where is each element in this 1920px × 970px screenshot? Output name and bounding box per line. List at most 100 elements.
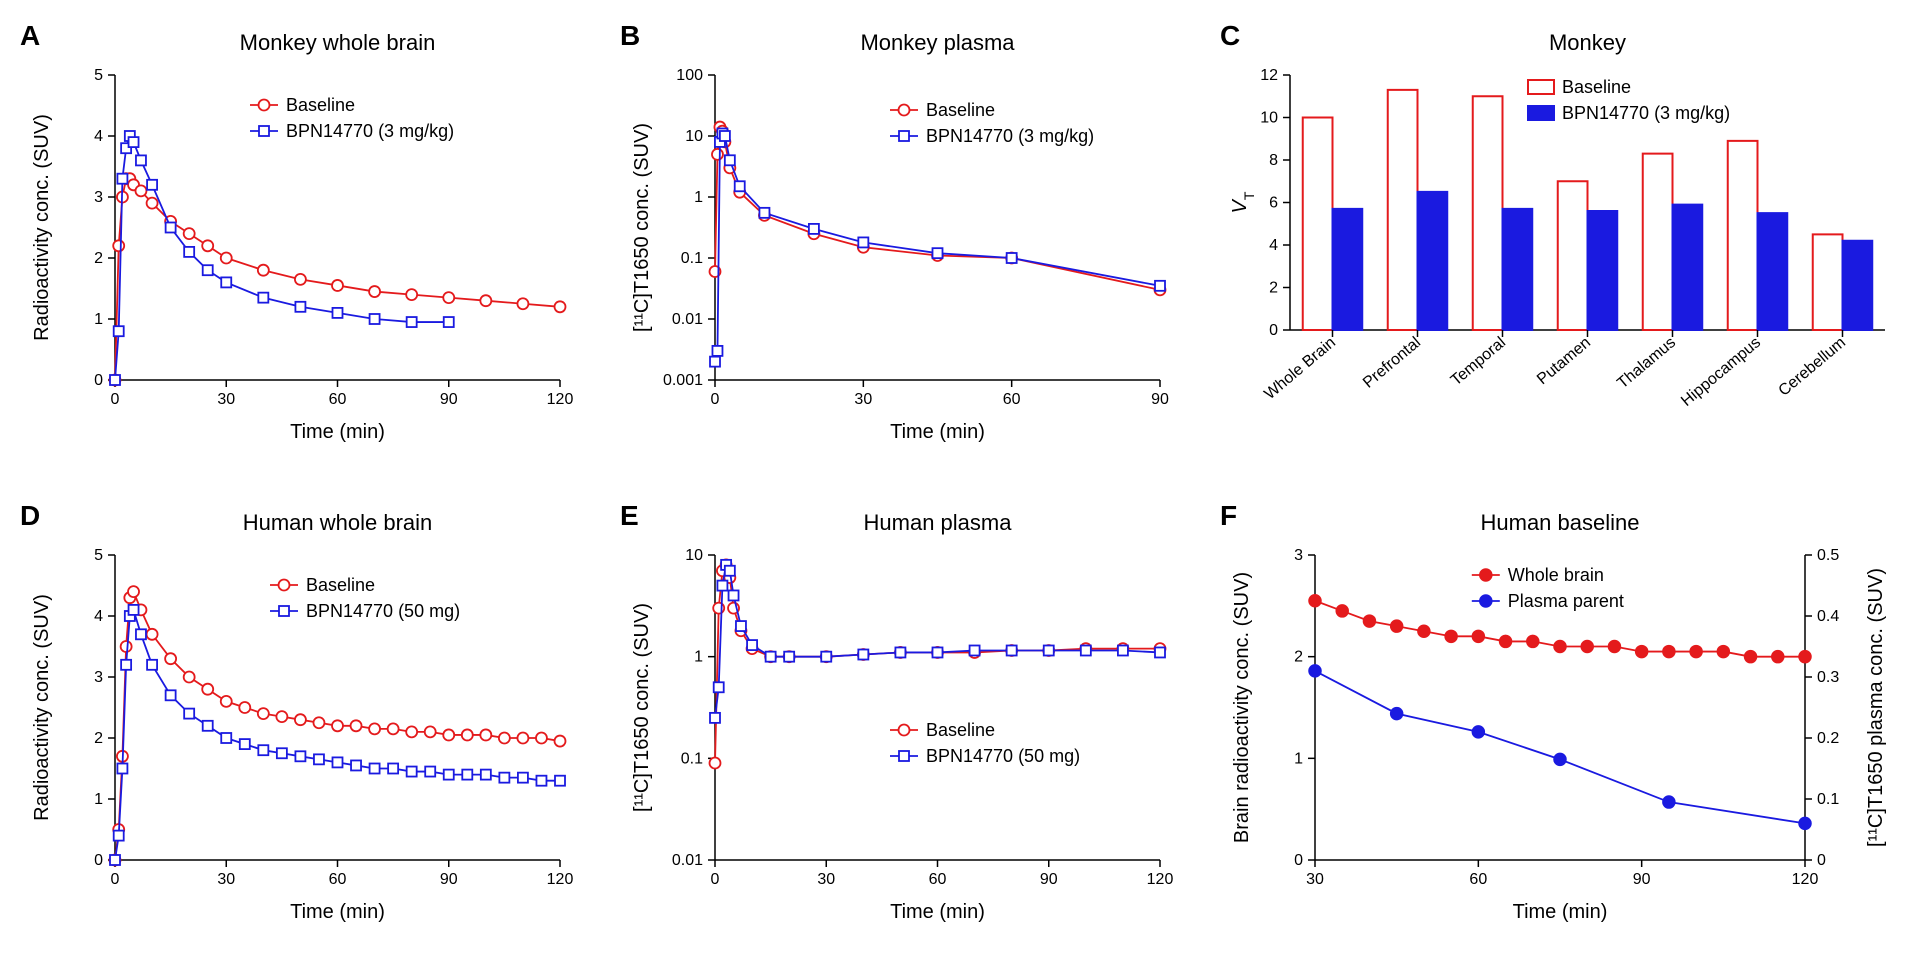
svg-text:2: 2 xyxy=(94,250,103,267)
svg-text:0.01: 0.01 xyxy=(672,311,703,328)
svg-text:0.2: 0.2 xyxy=(1817,730,1839,747)
svg-text:10: 10 xyxy=(1260,110,1278,127)
svg-text:Baseline: Baseline xyxy=(926,100,995,120)
svg-text:120: 120 xyxy=(547,871,574,888)
svg-text:Putamen: Putamen xyxy=(1534,334,1594,388)
svg-text:30: 30 xyxy=(1306,871,1324,888)
svg-text:BPN14770 (50 mg): BPN14770 (50 mg) xyxy=(306,601,460,621)
svg-text:120: 120 xyxy=(1147,871,1174,888)
svg-text:90: 90 xyxy=(1040,871,1058,888)
svg-text:BPN14770 (3 mg/kg): BPN14770 (3 mg/kg) xyxy=(286,121,454,141)
svg-text:Monkey plasma: Monkey plasma xyxy=(860,30,1015,55)
svg-text:0.1: 0.1 xyxy=(681,250,703,267)
svg-text:8: 8 xyxy=(1269,152,1278,169)
svg-text:1: 1 xyxy=(94,791,103,808)
svg-text:BPN14770 (3 mg/kg): BPN14770 (3 mg/kg) xyxy=(1562,103,1730,123)
panel-label-c: C xyxy=(1220,20,1240,52)
svg-text:0: 0 xyxy=(1817,852,1826,869)
svg-text:0: 0 xyxy=(94,852,103,869)
svg-text:Whole brain: Whole brain xyxy=(1508,565,1604,585)
svg-text:Whole Brain: Whole Brain xyxy=(1261,334,1339,403)
svg-text:Prefrontal: Prefrontal xyxy=(1360,334,1424,392)
svg-text:0: 0 xyxy=(111,391,120,408)
svg-text:1: 1 xyxy=(94,311,103,328)
svg-text:90: 90 xyxy=(1633,871,1651,888)
panel-f: F Human baseline306090120012300.10.20.30… xyxy=(1220,500,1900,950)
svg-text:5: 5 xyxy=(94,547,103,564)
svg-text:Baseline: Baseline xyxy=(926,720,995,740)
svg-text:3: 3 xyxy=(1294,547,1303,564)
svg-text:Time (min): Time (min) xyxy=(890,421,985,443)
svg-text:Baseline: Baseline xyxy=(286,95,355,115)
svg-text:Monkey: Monkey xyxy=(1549,30,1626,55)
svg-text:[¹¹C]T1650 conc. (SUV): [¹¹C]T1650 conc. (SUV) xyxy=(631,123,653,332)
svg-text:5: 5 xyxy=(94,67,103,84)
svg-text:0.001: 0.001 xyxy=(663,372,703,389)
svg-text:120: 120 xyxy=(1792,871,1819,888)
svg-text:10: 10 xyxy=(685,128,703,145)
svg-text:1: 1 xyxy=(694,189,703,206)
panel-e: E Human plasma03060901200.010.1110Time (… xyxy=(620,500,1180,950)
svg-text:0.5: 0.5 xyxy=(1817,547,1839,564)
svg-text:Human whole brain: Human whole brain xyxy=(243,510,433,535)
svg-text:4: 4 xyxy=(94,128,103,145)
svg-text:2: 2 xyxy=(1294,649,1303,666)
svg-text:30: 30 xyxy=(217,871,235,888)
svg-text:12: 12 xyxy=(1260,67,1278,84)
svg-text:0.4: 0.4 xyxy=(1817,608,1839,625)
svg-text:4: 4 xyxy=(1269,237,1278,254)
svg-text:60: 60 xyxy=(329,391,347,408)
svg-text:6: 6 xyxy=(1269,195,1278,212)
svg-text:Baseline: Baseline xyxy=(306,575,375,595)
svg-text:Time (min): Time (min) xyxy=(1513,901,1608,923)
svg-text:0: 0 xyxy=(111,871,120,888)
svg-text:10: 10 xyxy=(685,547,703,564)
svg-text:60: 60 xyxy=(1469,871,1487,888)
svg-text:0: 0 xyxy=(1294,852,1303,869)
svg-text:Radioactivity conc. (SUV): Radioactivity conc. (SUV) xyxy=(31,114,53,341)
svg-text:1: 1 xyxy=(1294,750,1303,767)
chart-grid: A Monkey whole brain0306090120012345Time… xyxy=(20,20,1900,950)
svg-text:Human baseline: Human baseline xyxy=(1481,510,1640,535)
svg-text:1: 1 xyxy=(694,649,703,666)
svg-text:60: 60 xyxy=(929,871,947,888)
svg-text:Baseline: Baseline xyxy=(1562,77,1631,97)
svg-text:Brain radioactivity conc. (SUV: Brain radioactivity conc. (SUV) xyxy=(1231,572,1253,843)
svg-text:Temporal: Temporal xyxy=(1448,334,1509,389)
svg-text:2: 2 xyxy=(1269,280,1278,297)
svg-text:60: 60 xyxy=(1003,391,1021,408)
svg-text:2: 2 xyxy=(94,730,103,747)
svg-text:60: 60 xyxy=(329,871,347,888)
svg-text:120: 120 xyxy=(547,391,574,408)
panel-label-a: A xyxy=(20,20,40,52)
svg-text:Time (min): Time (min) xyxy=(890,901,985,923)
svg-text:0.3: 0.3 xyxy=(1817,669,1839,686)
svg-text:[¹¹C]T1650 conc. (SUV): [¹¹C]T1650 conc. (SUV) xyxy=(631,603,653,812)
svg-text:BPN14770 (3 mg/kg): BPN14770 (3 mg/kg) xyxy=(926,126,1094,146)
svg-text:Monkey whole brain: Monkey whole brain xyxy=(240,30,436,55)
svg-text:0.1: 0.1 xyxy=(681,750,703,767)
svg-text:30: 30 xyxy=(854,391,872,408)
svg-text:VT: VT xyxy=(1229,191,1257,213)
svg-text:Time (min): Time (min) xyxy=(290,901,385,923)
svg-text:4: 4 xyxy=(94,608,103,625)
panel-d: D Human whole brain0306090120012345Time … xyxy=(20,500,580,950)
panel-c: C Monkey 0 2 4 6 8 10 12 VT Whole Brain Prefrontal… xyxy=(1220,20,1900,470)
panel-label-f: F xyxy=(1220,500,1237,532)
svg-text:0: 0 xyxy=(1269,322,1278,339)
svg-text:90: 90 xyxy=(1151,391,1169,408)
svg-text:Cerebellum: Cerebellum xyxy=(1775,334,1849,400)
svg-text:[¹¹C]T1650 plasma conc. (SUV): [¹¹C]T1650 plasma conc. (SUV) xyxy=(1865,568,1887,847)
svg-text:Hippocampus: Hippocampus xyxy=(1678,334,1764,410)
svg-text:Human plasma: Human plasma xyxy=(864,510,1013,535)
svg-text:0: 0 xyxy=(711,871,720,888)
panel-label-e: E xyxy=(620,500,639,532)
svg-text:Thalamus: Thalamus xyxy=(1614,334,1679,392)
panel-label-b: B xyxy=(620,20,640,52)
svg-text:0.1: 0.1 xyxy=(1817,791,1839,808)
panel-b: B Monkey plasma03060900.0010.010.1110100… xyxy=(620,20,1180,470)
svg-text:30: 30 xyxy=(817,871,835,888)
svg-text:3: 3 xyxy=(94,669,103,686)
svg-text:90: 90 xyxy=(440,391,458,408)
panel-label-d: D xyxy=(20,500,40,532)
